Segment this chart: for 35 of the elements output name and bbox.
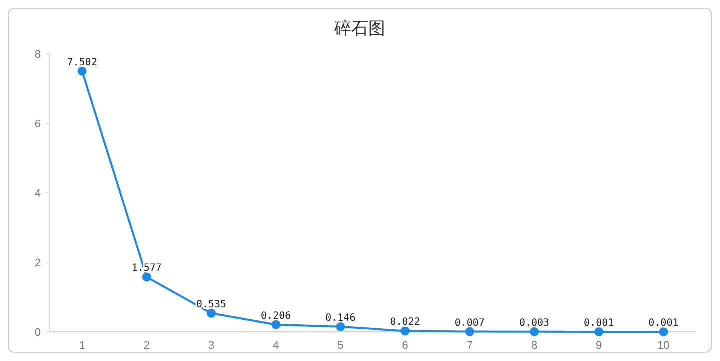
y-tick-label: 4 xyxy=(34,188,41,200)
x-tick-label: 2 xyxy=(144,340,150,352)
x-tick-label: 3 xyxy=(208,340,215,352)
y-tick-label: 0 xyxy=(34,326,41,339)
x-tick-label: 6 xyxy=(402,340,408,352)
x-tick-label: 9 xyxy=(596,340,602,352)
point xyxy=(594,327,604,336)
data-label: 0.001 xyxy=(648,318,679,329)
point xyxy=(78,66,87,76)
point xyxy=(465,327,474,336)
x-tick-label: 8 xyxy=(531,340,538,352)
y-tick-label: 2 xyxy=(34,257,41,270)
point xyxy=(207,308,216,318)
y-tick-label: 6 xyxy=(34,118,41,130)
x-tick-label: 1 xyxy=(79,340,86,352)
point xyxy=(142,272,152,282)
point xyxy=(336,322,346,332)
data-label: 0.535 xyxy=(196,299,227,310)
point xyxy=(530,327,539,336)
data-label: 0.003 xyxy=(519,318,550,329)
data-label: 0.146 xyxy=(326,312,356,324)
data-label: 7.502 xyxy=(67,57,98,68)
y-tick-label: 8 xyxy=(34,48,41,61)
x-tick-label: 4 xyxy=(273,340,280,352)
data-label: 0.007 xyxy=(454,318,485,329)
x-tick-label: 5 xyxy=(338,340,344,352)
point xyxy=(272,320,281,330)
x-tick-label: 7 xyxy=(466,340,473,352)
chart-title: 碎石图 xyxy=(334,19,386,39)
data-label: 0.022 xyxy=(390,317,420,328)
x-tick-label: 10 xyxy=(658,340,670,352)
data-label: 0.001 xyxy=(584,318,614,329)
point xyxy=(659,327,668,336)
point xyxy=(400,326,410,336)
data-label: 0.206 xyxy=(261,310,292,322)
